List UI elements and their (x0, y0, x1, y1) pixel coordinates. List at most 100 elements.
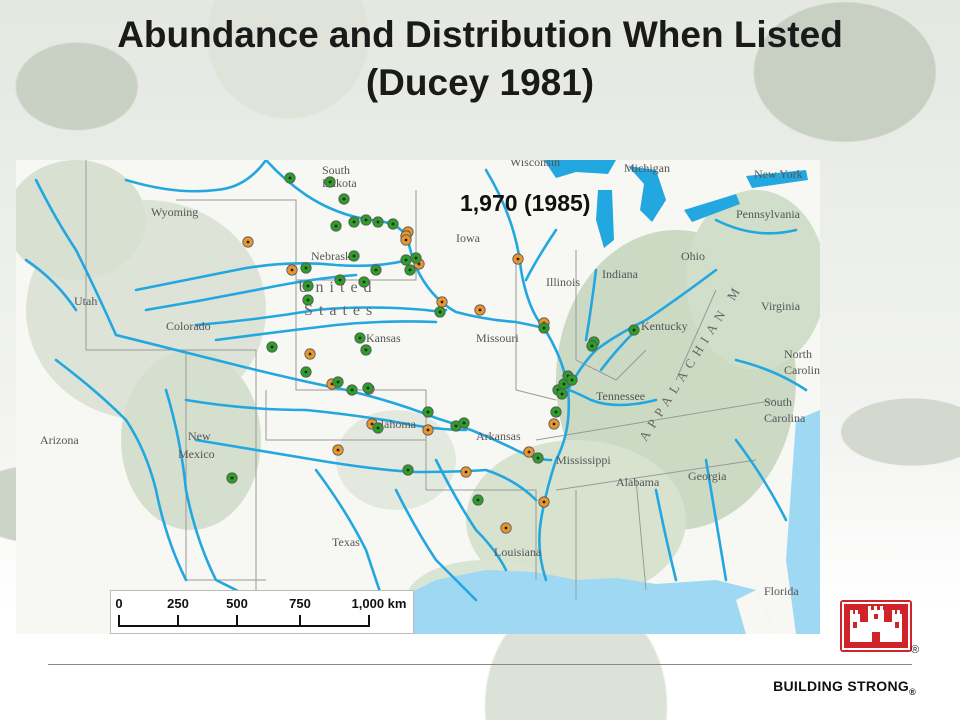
label-new-mexico-2: Mexico (178, 447, 215, 461)
green-site-center-5 (364, 218, 368, 222)
green-site-center-42 (230, 476, 234, 480)
label-michigan: Michigan (624, 161, 670, 175)
logo-registered-mark: ® (911, 644, 920, 656)
footer-registered-mark: ® (909, 686, 916, 697)
green-site-center-31 (406, 468, 410, 472)
green-site-center-7 (391, 222, 395, 226)
label-south-dakota-1: South (322, 163, 350, 177)
orange-site-center-10 (308, 352, 312, 356)
label-south-carolina-1: South (764, 395, 792, 409)
orange-site-center-5 (417, 262, 421, 266)
green-site-center-27 (426, 410, 430, 414)
green-site-center-2 (342, 197, 346, 201)
green-site-center-1 (328, 180, 332, 184)
footer-text: BUILDING STRONG (773, 678, 910, 694)
orange-site-center-17 (527, 450, 531, 454)
green-site-center-12 (408, 268, 412, 272)
label-texas: Texas (332, 535, 360, 549)
label-alabama: Alabama (616, 475, 660, 489)
green-site-center-23 (304, 370, 308, 374)
label-louisiana: Louisiana (494, 545, 542, 559)
orange-site-center-19 (542, 500, 546, 504)
slide-title-line-1: Abundance and Distribution When Listed (117, 14, 843, 55)
label-arizona: Arizona (40, 433, 79, 447)
scale-tick-0 (118, 615, 120, 627)
green-site-center-16 (338, 278, 342, 282)
green-site-center-13 (304, 266, 308, 270)
green-site-center-17 (362, 280, 366, 284)
label-iowa: Iowa (456, 231, 481, 245)
green-site-center-21 (364, 348, 368, 352)
label-states: States (304, 302, 378, 319)
green-site-center-41 (536, 456, 540, 460)
scale-bar: 0 250 500 750 1,000 km (110, 590, 414, 634)
usace-castle-logo (840, 600, 912, 652)
green-site-center-28 (454, 424, 458, 428)
scale-label-500: 500 (226, 596, 248, 611)
scale-label-750: 750 (289, 596, 311, 611)
green-site-center-37 (554, 410, 558, 414)
green-site-center-30 (376, 426, 380, 430)
green-site-center-15 (306, 298, 310, 302)
label-georgia: Georgia (688, 469, 727, 483)
orange-site-center-8 (516, 257, 520, 261)
orange-site-center-15 (336, 448, 340, 452)
label-tennessee: Tennessee (596, 389, 645, 403)
green-site-center-39 (590, 344, 594, 348)
label-kansas: Kansas (366, 331, 401, 345)
label-north-carolina-2: Carolina (784, 363, 820, 377)
green-site-center-43 (476, 498, 480, 502)
green-site-center-26 (366, 386, 370, 390)
green-site-center-14 (306, 284, 310, 288)
great-lakes (544, 160, 808, 248)
label-new-york: New York (754, 167, 803, 181)
orange-site-center-4 (404, 238, 408, 242)
green-site-center-24 (336, 380, 340, 384)
distribution-map: South Dakota Wyoming Nebraska Iowa Illin… (16, 160, 820, 634)
label-utah: Utah (74, 294, 97, 308)
green-site-center-36 (560, 392, 564, 396)
green-site-center-9 (374, 268, 378, 272)
orange-site-center-1 (290, 268, 294, 272)
label-south-carolina-2: Carolina (764, 411, 806, 425)
footer-rule (48, 664, 912, 665)
label-north-carolina-1: North (784, 347, 812, 361)
scale-label-1000: 1,000 km (351, 596, 407, 611)
label-colorado: Colorado (166, 319, 211, 333)
scale-tick-1000 (368, 615, 370, 627)
scale-tick-500 (236, 615, 238, 627)
label-pennsylvania: Pennsylvania (736, 207, 801, 221)
label-kentucky: Kentucky (641, 319, 688, 333)
orange-site-center-18 (552, 422, 556, 426)
green-site-center-35 (570, 378, 574, 382)
map-svg: South Dakota Wyoming Nebraska Iowa Illin… (16, 160, 820, 634)
scale-bar-line (119, 617, 369, 627)
label-florida: Florida (764, 584, 799, 598)
label-wyoming: Wyoming (151, 205, 198, 219)
scale-label-0: 0 (115, 596, 123, 611)
scale-tick-250 (177, 615, 179, 627)
orange-site-center-6 (440, 300, 444, 304)
green-site-center-29 (462, 421, 466, 425)
state-borders (85, 160, 777, 630)
label-wisconsin: Wisconsin (510, 160, 560, 169)
terrain-shading (16, 160, 820, 634)
green-site-center-25 (350, 388, 354, 392)
label-arkansas: Arkansas (476, 429, 521, 443)
orange-site-center-14 (426, 428, 430, 432)
green-site-center-20 (358, 336, 362, 340)
green-site-center-11 (414, 256, 418, 260)
label-new-mexico-1: New (188, 429, 211, 443)
green-site-center-19 (542, 326, 546, 330)
population-estimate: 1,970 (1985) (460, 190, 591, 216)
label-illinois: Illinois (546, 275, 580, 289)
green-site-center-10 (404, 258, 408, 262)
scale-label-250: 250 (167, 596, 189, 611)
green-site-center-40 (632, 328, 636, 332)
green-site-center-22 (270, 345, 274, 349)
castle-icon (842, 602, 910, 650)
place-labels: South Dakota Wyoming Nebraska Iowa Illin… (40, 160, 820, 598)
green-site-center-0 (288, 176, 292, 180)
site-markers (226, 172, 640, 534)
green-site-center-33 (562, 382, 566, 386)
